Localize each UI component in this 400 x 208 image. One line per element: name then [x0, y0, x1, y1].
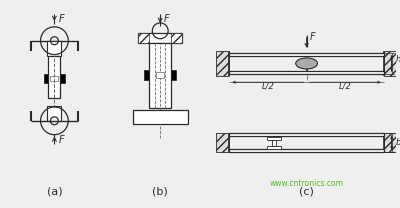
Bar	[230, 53, 384, 56]
Text: b: b	[396, 138, 400, 147]
Bar	[272, 140, 276, 146]
Bar	[60, 74, 65, 83]
Text: (a): (a)	[46, 186, 62, 196]
Text: F: F	[164, 14, 170, 24]
Bar	[144, 70, 149, 80]
Text: F: F	[310, 32, 315, 42]
Bar	[384, 133, 398, 152]
Text: (c): (c)	[299, 186, 314, 196]
Bar	[230, 150, 384, 152]
Text: F: F	[58, 14, 64, 24]
Bar	[138, 33, 149, 43]
Ellipse shape	[296, 58, 318, 69]
Bar	[267, 146, 281, 149]
Bar	[132, 110, 188, 124]
Text: h: h	[396, 55, 400, 64]
Bar	[267, 137, 281, 140]
Bar	[44, 74, 48, 83]
Bar	[48, 106, 61, 121]
Bar	[230, 133, 384, 136]
Text: L/2: L/2	[339, 81, 352, 90]
Bar	[149, 43, 171, 108]
Text: F: F	[58, 135, 64, 145]
Bar	[384, 51, 398, 76]
Bar	[230, 71, 384, 74]
Bar	[171, 70, 176, 80]
Bar	[216, 51, 230, 76]
Bar	[48, 56, 60, 98]
Text: (b): (b)	[152, 186, 168, 196]
Bar	[216, 133, 230, 152]
Bar	[138, 33, 182, 43]
Bar	[156, 72, 164, 78]
Bar	[50, 76, 58, 81]
Text: L/2: L/2	[262, 81, 274, 90]
Bar	[171, 33, 182, 43]
Bar	[48, 41, 61, 56]
Text: www.cntronics.com: www.cntronics.com	[270, 179, 344, 188]
